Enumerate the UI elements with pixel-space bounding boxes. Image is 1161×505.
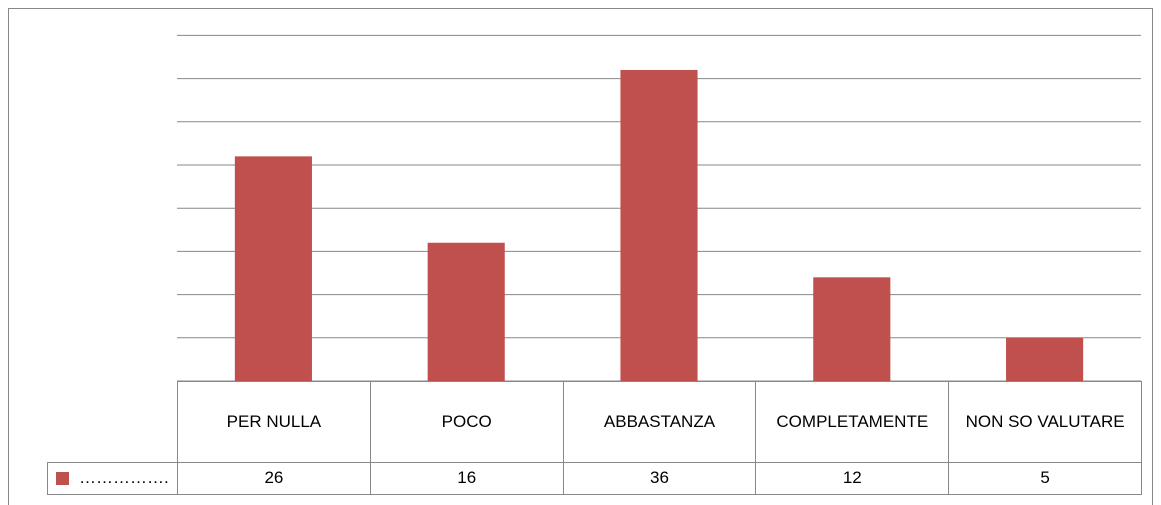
value-cell: 16	[369, 462, 564, 495]
bar	[620, 69, 698, 382]
bar	[813, 277, 891, 381]
category-cell: POCO	[369, 381, 564, 463]
category-cell: NON SO VALUTARE	[948, 381, 1142, 463]
legend-label: …………….	[79, 468, 169, 488]
value-cell: 12	[755, 462, 950, 495]
legend-cell: …………….	[47, 462, 178, 495]
legend-key	[56, 472, 69, 485]
category-cell: ABBASTANZA	[562, 381, 757, 463]
bar	[234, 156, 312, 381]
category-cell: PER NULLA	[177, 381, 371, 463]
chart-border	[8, 8, 1153, 505]
value-cell: 5	[948, 462, 1142, 495]
category-cell: COMPLETAMENTE	[755, 381, 950, 463]
bar	[1006, 337, 1084, 381]
value-cell: 26	[177, 462, 371, 495]
bar	[427, 242, 505, 381]
value-cell: 36	[562, 462, 757, 495]
